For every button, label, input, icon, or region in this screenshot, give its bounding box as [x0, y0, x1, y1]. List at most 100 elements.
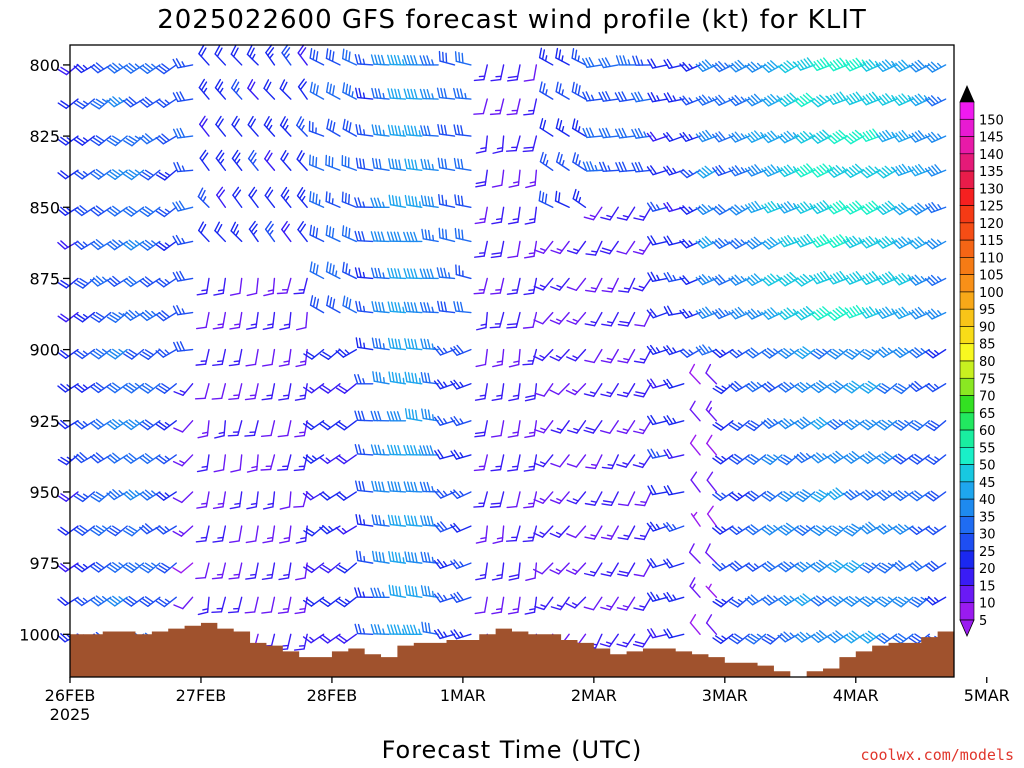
wind-barb: [450, 489, 472, 499]
barb-shaft: [456, 525, 472, 533]
barb-feather: [783, 631, 792, 640]
barb-feather: [914, 238, 923, 246]
barb-feather: [572, 188, 577, 200]
wind-barb: [139, 239, 161, 251]
wind-barb: [450, 416, 472, 427]
wind-barb: [197, 596, 210, 616]
colorbar-swatch: [959, 567, 975, 586]
barb-half-feather: [937, 204, 942, 210]
barb-feather: [884, 165, 894, 174]
barb-feather: [523, 255, 535, 259]
barb-feather: [734, 274, 743, 283]
colorbar-swatch: [959, 585, 975, 604]
barb-feather: [348, 51, 351, 63]
barb-feather: [829, 94, 838, 104]
wind-barb: [90, 135, 112, 147]
barb-feather: [605, 127, 611, 138]
wind-barb: [122, 62, 145, 74]
barb-feather: [456, 301, 461, 313]
barb-feather: [250, 223, 258, 233]
wind-barb: [761, 60, 783, 73]
barb-shaft: [65, 491, 79, 502]
barb-feather: [347, 194, 350, 205]
barb-feather: [173, 162, 179, 173]
barb-feather: [355, 300, 359, 312]
wind-barb: [123, 169, 145, 181]
barb-feather: [414, 339, 418, 350]
barb-shaft: [625, 240, 636, 255]
barb-feather: [106, 209, 116, 217]
wind-barb: [826, 418, 849, 430]
wind-barb: [433, 488, 456, 499]
wind-barb: [549, 491, 570, 505]
barb-half-feather: [164, 279, 171, 284]
barb-feather: [930, 95, 939, 104]
barb-feather: [897, 633, 908, 640]
barb-feather: [715, 275, 724, 285]
barb-feather: [701, 203, 710, 212]
barb-feather: [423, 515, 428, 527]
barb-shaft: [643, 525, 652, 541]
barb-feather: [507, 434, 519, 438]
barb-feather: [377, 444, 382, 456]
barb-feather: [827, 529, 837, 537]
barb-half-feather: [82, 493, 89, 498]
barb-feather: [914, 380, 923, 389]
barb-half-feather: [309, 636, 315, 642]
barb-half-feather: [382, 343, 385, 350]
wind-barb: [555, 47, 570, 66]
barb-feather: [650, 58, 657, 69]
barb-feather: [859, 600, 869, 608]
barb-feather: [319, 387, 329, 394]
barb-feather: [705, 400, 712, 411]
wind-barb: [229, 525, 243, 543]
barb-feather: [843, 636, 853, 644]
barb-feather: [666, 345, 674, 355]
barb-feather: [832, 203, 841, 212]
barb-feather: [411, 372, 415, 384]
wind-barb: [155, 420, 177, 431]
barb-feather: [549, 355, 560, 362]
wind-barb: [437, 157, 456, 171]
barb-feather: [298, 152, 305, 163]
barb-feather: [845, 597, 856, 605]
barb-feather: [199, 115, 206, 125]
barb-feather: [816, 595, 825, 603]
barb-feather: [819, 58, 828, 68]
wind-barb: [646, 201, 669, 212]
barb-half-feather: [577, 160, 581, 167]
barb-feather: [917, 236, 926, 245]
barb-feather: [924, 64, 934, 73]
barb-half-feather: [101, 525, 108, 530]
barb-feather: [142, 421, 152, 429]
colorbar-bottom-arrow: [959, 619, 975, 637]
barb-feather: [846, 274, 854, 284]
wind-barb: [647, 58, 669, 69]
barb-feather: [718, 307, 726, 317]
wind-barb: [489, 311, 505, 329]
barb-feather: [927, 492, 937, 500]
barb-feather: [618, 570, 630, 574]
barb-feather: [394, 338, 398, 350]
wind-barb: [263, 79, 276, 100]
barb-feather: [728, 494, 738, 502]
wind-barb: [475, 525, 488, 544]
wind-barb: [197, 187, 210, 208]
wind-barb: [810, 630, 832, 643]
barb-half-feather: [118, 97, 124, 103]
barb-half-feather: [672, 417, 677, 424]
barb-feather: [123, 140, 133, 147]
wind-barb: [507, 596, 521, 615]
barb-feather: [112, 525, 122, 532]
barb-feather: [453, 592, 461, 602]
barb-half-feather: [442, 561, 448, 567]
barb-feather: [786, 60, 795, 69]
barb-feather: [473, 78, 485, 82]
barb-feather: [420, 515, 424, 526]
barb-shaft: [610, 311, 619, 327]
barb-feather: [106, 66, 116, 74]
barb-feather: [702, 131, 710, 140]
barb-feather: [158, 208, 168, 216]
wind-barb: [195, 562, 210, 580]
barb-shaft: [516, 454, 521, 471]
